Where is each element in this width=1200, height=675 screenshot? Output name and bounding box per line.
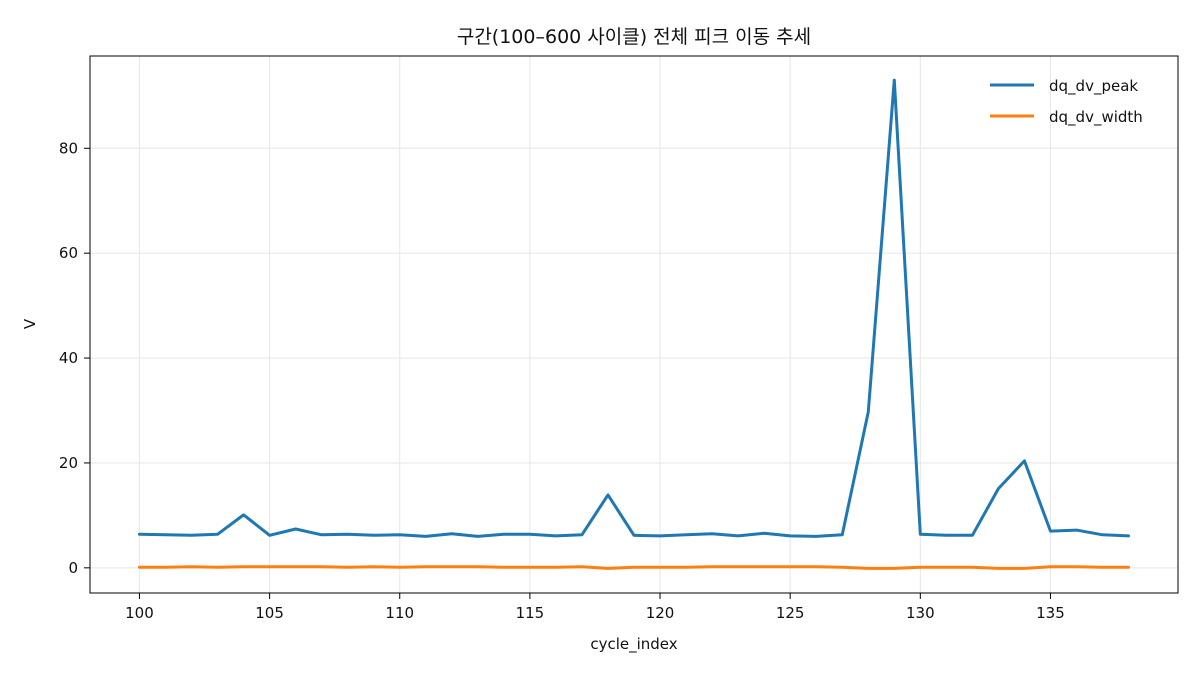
y-tick-label: 20 [59, 454, 78, 472]
series-line-dq-dv-width [137, 565, 1131, 570]
x-axis-ticks: 100 105 110 115 120 125 130 135 [125, 593, 1065, 622]
legend-label-dq-dv-width: dq_dv_width [1049, 108, 1143, 127]
x-tick-label: 135 [1036, 604, 1065, 622]
x-tick-label: 130 [906, 604, 935, 622]
y-axis-ticks: 0 20 40 60 80 [59, 139, 90, 577]
y-tick-label: 80 [59, 139, 78, 157]
legend-label-dq-dv-peak: dq_dv_peak [1049, 77, 1138, 96]
series-line-dq-dv-peak [137, 78, 1131, 538]
y-axis-label: V [21, 318, 39, 329]
y-tick-label: 0 [68, 559, 78, 577]
x-tick-label: 105 [255, 604, 284, 622]
series-layer [137, 78, 1131, 570]
x-tick-label: 110 [385, 604, 414, 622]
legend: dq_dv_peak dq_dv_width [990, 77, 1143, 127]
plot-frame [89, 55, 1179, 594]
chart-title: 구간(100–600 사이클) 전체 피크 이동 추세 [457, 26, 811, 48]
x-tick-label: 125 [776, 604, 805, 622]
x-axis-label: cycle_index [590, 635, 677, 654]
x-tick-label: 100 [125, 604, 154, 622]
y-tick-label: 60 [59, 244, 78, 262]
y-tick-label: 40 [59, 349, 78, 367]
x-tick-label: 120 [646, 604, 675, 622]
x-tick-label: 115 [516, 604, 545, 622]
